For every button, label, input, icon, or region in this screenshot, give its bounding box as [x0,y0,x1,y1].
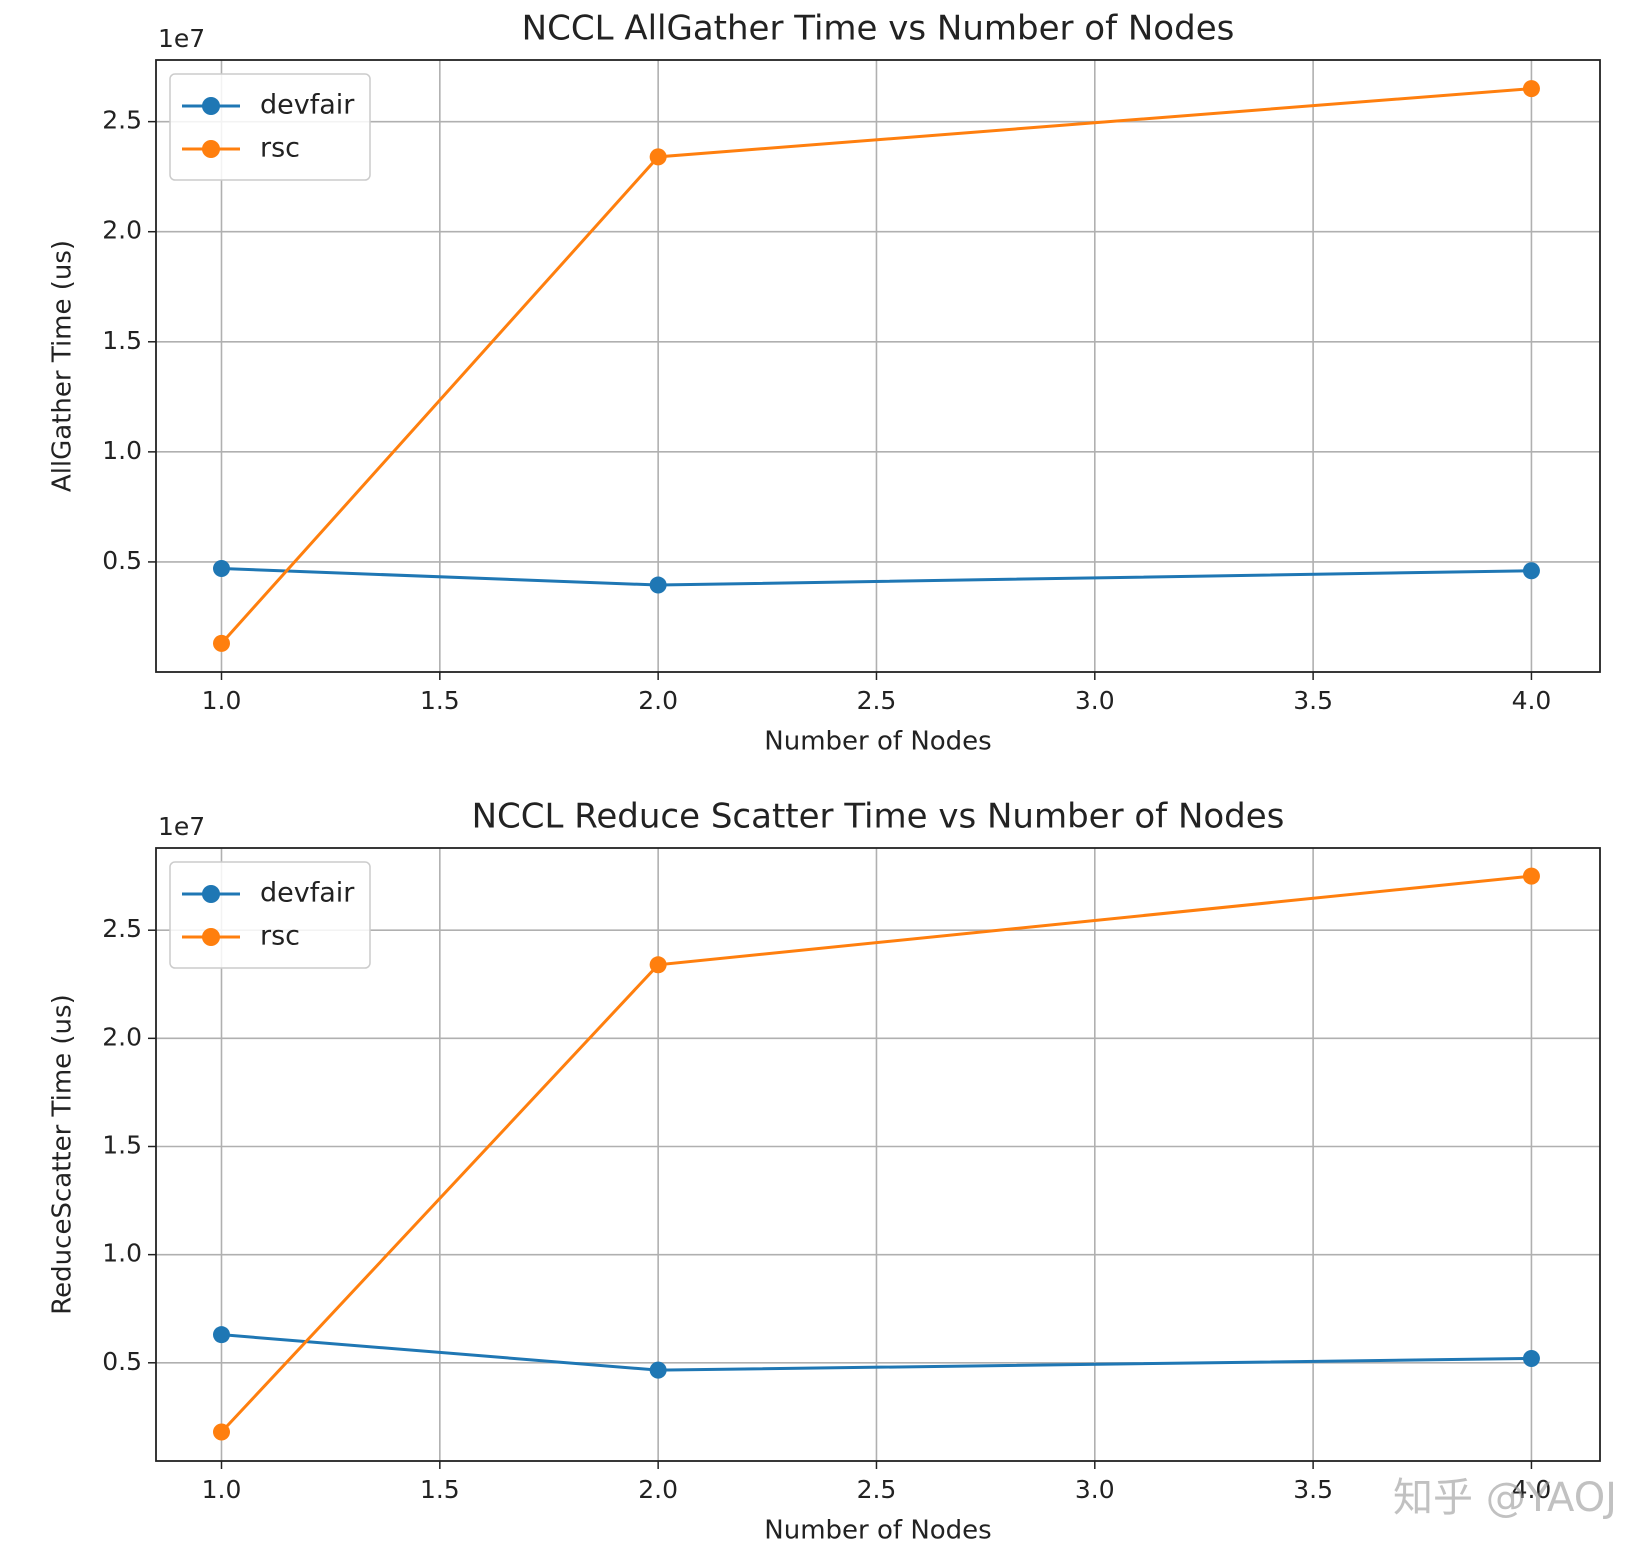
watermark: 知乎 @YAOJ [1393,1475,1617,1521]
y-tick-label: 2.5 [102,106,142,135]
point [649,576,667,594]
y-axis-label: AllGather Time (us) [48,240,78,492]
point [649,1361,667,1379]
x-tick-label: 2.5 [857,686,897,715]
chart-title: NCCL Reduce Scatter Time vs Number of No… [472,797,1285,837]
y-tick-label: 1.5 [102,1130,142,1159]
plot-area [156,848,1600,1461]
x-tick-label: 4.0 [1512,686,1552,715]
legend-box [169,861,371,969]
point [1522,867,1540,885]
legend-box [169,73,371,181]
legend-label: rsc [260,133,300,164]
legend-marker [202,97,220,115]
point [1522,80,1540,98]
plot-frame [155,59,1601,673]
x-tick-label: 1.5 [420,686,460,715]
x-axis-label: Number of Nodes [764,727,991,757]
y-tick-label: 1.0 [102,436,142,465]
x-tick-label: 4.0 [1512,1475,1552,1504]
legend-marker [202,885,220,903]
plot-frame [155,847,1601,1462]
x-axis-label: Number of Nodes [764,1516,991,1546]
y-tick-label: 1.0 [102,1239,142,1268]
y-tick-label: 0.5 [102,546,142,575]
y-offset-label: 1e7 [158,24,205,53]
x-tick-label: 1.0 [202,686,242,715]
legend-label: devfair [260,878,355,909]
x-tick-label: 1.5 [420,1475,460,1504]
point [1522,1349,1540,1367]
point [212,1423,230,1441]
point [212,1326,230,1344]
plot-area [156,60,1600,672]
x-tick-label: 3.0 [1075,1475,1115,1504]
y-tick-label: 2.0 [102,216,142,245]
x-tick-label: 3.0 [1075,686,1115,715]
legend-marker [202,928,220,946]
x-tick-label: 3.5 [1293,1475,1333,1504]
y-axis-label: ReduceScatter Time (us) [48,994,78,1314]
x-tick-label: 2.5 [857,1475,897,1504]
legend-marker [202,140,220,158]
legend-label: devfair [260,90,355,121]
point [212,560,230,578]
y-offset-label: 1e7 [158,812,205,841]
legend-label: rsc [260,921,300,952]
x-tick-label: 1.0 [202,1475,242,1504]
point [649,956,667,974]
y-tick-label: 2.0 [102,1022,142,1051]
x-tick-label: 3.5 [1293,686,1333,715]
chart-title: NCCL AllGather Time vs Number of Nodes [522,9,1235,49]
point [212,634,230,652]
y-tick-label: 2.5 [102,914,142,943]
y-tick-label: 1.5 [102,326,142,355]
x-tick-label: 2.0 [638,686,678,715]
point [649,148,667,166]
y-tick-label: 0.5 [102,1347,142,1376]
point [1522,562,1540,580]
x-tick-label: 2.0 [638,1475,678,1504]
